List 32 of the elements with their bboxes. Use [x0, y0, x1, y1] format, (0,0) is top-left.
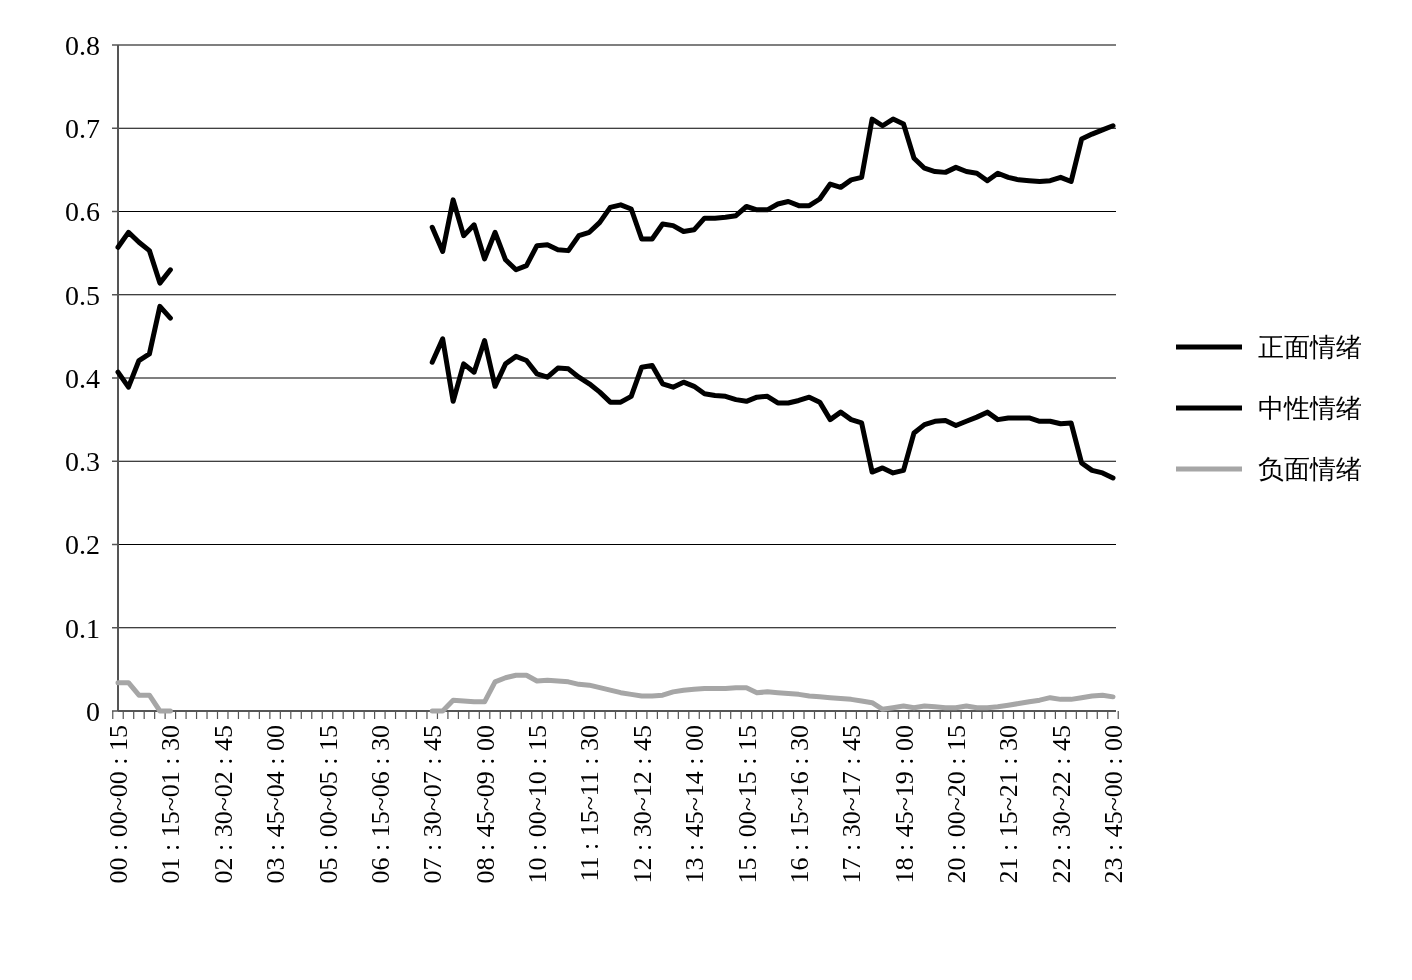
x-tick-label: 02 : 30~02 : 45 [208, 725, 238, 884]
x-tick-label: 17 : 30~17 : 45 [837, 725, 867, 884]
x-tick-label: 21 : 15~21 : 30 [994, 725, 1024, 884]
x-tick-label: 01 : 15~01 : 30 [156, 725, 186, 884]
y-tick-label: 0.6 [65, 196, 100, 228]
x-tick-label: 05 : 00~05 : 15 [313, 725, 343, 884]
x-tick-label: 20 : 00~20 : 15 [941, 725, 971, 884]
y-tick-label: 0.3 [65, 446, 100, 478]
x-tick-label: 23 : 45~00 : 00 [1099, 725, 1129, 884]
x-tick-label: 00 : 00~00 : 15 [104, 725, 134, 884]
x-tick-label: 11 : 15~11 : 30 [575, 725, 605, 882]
y-tick-label: 0.1 [65, 612, 100, 644]
x-tick-label: 22 : 30~22 : 45 [1046, 725, 1076, 884]
y-tick-label: 0.5 [65, 279, 100, 311]
x-tick-label: 12 : 30~12 : 45 [627, 725, 657, 884]
x-tick-label: 13 : 45~14 : 00 [680, 725, 710, 884]
x-tick-label: 07 : 30~07 : 45 [418, 725, 448, 884]
x-tick-label: 10 : 00~10 : 15 [523, 725, 553, 884]
y-tick-label: 0.7 [65, 113, 100, 145]
y-tick-label: 0.2 [65, 529, 100, 561]
legend-label: 正面情绪 [1258, 332, 1362, 363]
y-tick-label: 0.4 [65, 362, 100, 394]
x-tick-label: 18 : 45~19 : 00 [889, 725, 919, 884]
legend-label: 负面情绪 [1258, 454, 1362, 485]
x-tick-label: 16 : 15~16 : 30 [784, 725, 814, 884]
x-tick-label: 03 : 45~04 : 00 [261, 725, 291, 884]
x-tick-label: 15 : 00~15 : 15 [732, 725, 762, 884]
x-tick-label: 08 : 45~09 : 00 [470, 725, 500, 884]
x-tick-label: 06 : 15~06 : 30 [365, 725, 395, 884]
y-tick-label: 0.8 [65, 29, 100, 61]
y-tick-label: 0 [86, 695, 100, 727]
legend-label: 中性情绪 [1258, 393, 1362, 424]
